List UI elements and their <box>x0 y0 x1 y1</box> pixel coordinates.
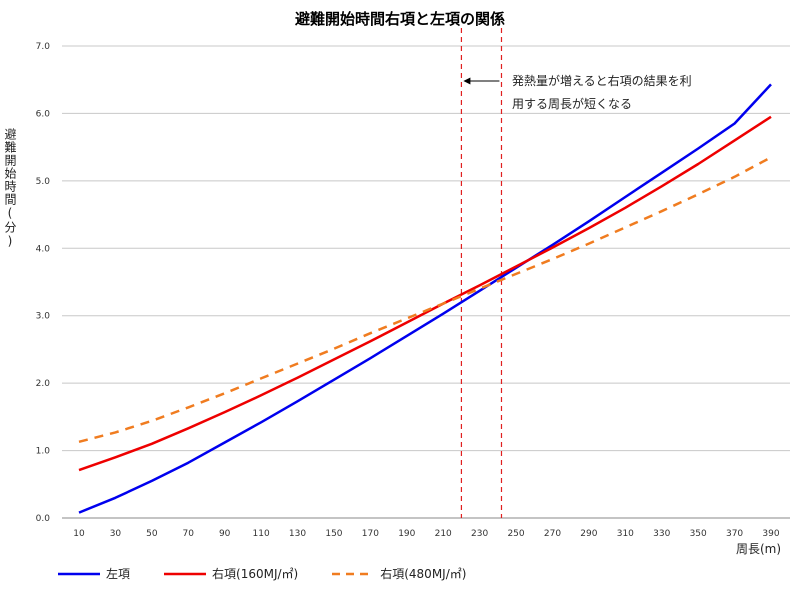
x-tick-label: 50 <box>146 529 158 539</box>
x-tick-label: 370 <box>726 529 743 539</box>
legend-swatch-right-160 <box>164 572 207 575</box>
x-tick-label: 70 <box>183 529 195 539</box>
x-tick-label: 310 <box>617 529 634 539</box>
legend-swatch-right-480 <box>332 572 375 575</box>
annotation-arrow-head <box>463 77 471 85</box>
y-axis-label: 避難開始時間(分) <box>3 128 17 249</box>
series-line-3 <box>78 156 772 444</box>
legend: 左項 右項(160MJ/㎡) 右項(480MJ/㎡) <box>58 565 466 582</box>
x-tick-label: 110 <box>253 529 270 539</box>
x-axis-label: 周長(m) <box>736 542 782 556</box>
y-tick-label: 1.0 <box>36 447 51 457</box>
legend-swatch-left <box>58 572 100 575</box>
x-tick-label: 210 <box>435 529 452 539</box>
y-tick-label: 0.0 <box>36 514 51 524</box>
x-tick-label: 390 <box>762 529 779 539</box>
x-tick-label: 290 <box>580 529 597 539</box>
x-tick-label: 10 <box>73 529 85 539</box>
annotation-line-1: 発熱量が増えると右項の結果を利 <box>512 74 692 88</box>
y-tick-label: 2.0 <box>36 379 51 389</box>
x-tick-label: 330 <box>653 529 670 539</box>
x-tick-label: 130 <box>289 529 306 539</box>
x-tick-label: 30 <box>110 529 122 539</box>
y-tick-label: 6.0 <box>36 109 51 119</box>
x-tick-label: 190 <box>398 529 415 539</box>
x-tick-label: 90 <box>219 529 231 539</box>
x-tick-label: 170 <box>362 529 379 539</box>
chart-title: 避難開始時間右項と左項の関係 <box>294 10 505 28</box>
legend-item-left: 左項 <box>58 565 130 582</box>
x-tick-label: 270 <box>544 529 561 539</box>
y-tick-label: 5.0 <box>36 177 51 187</box>
legend-label-left: 左項 <box>106 567 131 581</box>
series-line-2 <box>78 115 772 472</box>
x-tick-label: 350 <box>690 529 707 539</box>
x-tick-label: 230 <box>471 529 488 539</box>
legend-item-right-160: 右項(160MJ/㎡) <box>164 565 298 582</box>
y-tick-label: 7.0 <box>36 42 51 52</box>
x-tick-label: 250 <box>507 529 524 539</box>
series-line-1 <box>78 83 772 514</box>
y-tick-label: 4.0 <box>36 244 51 254</box>
annotation-line-2: 用する周長が短くなる <box>512 97 633 111</box>
legend-label-right-160: 右項(160MJ/㎡) <box>212 567 299 581</box>
legend-item-right-480: 右項(480MJ/㎡) <box>332 565 466 582</box>
y-tick-label: 3.0 <box>36 312 51 322</box>
legend-label-right-480: 右項(480MJ/㎡) <box>380 567 467 581</box>
x-tick-label: 150 <box>325 529 342 539</box>
